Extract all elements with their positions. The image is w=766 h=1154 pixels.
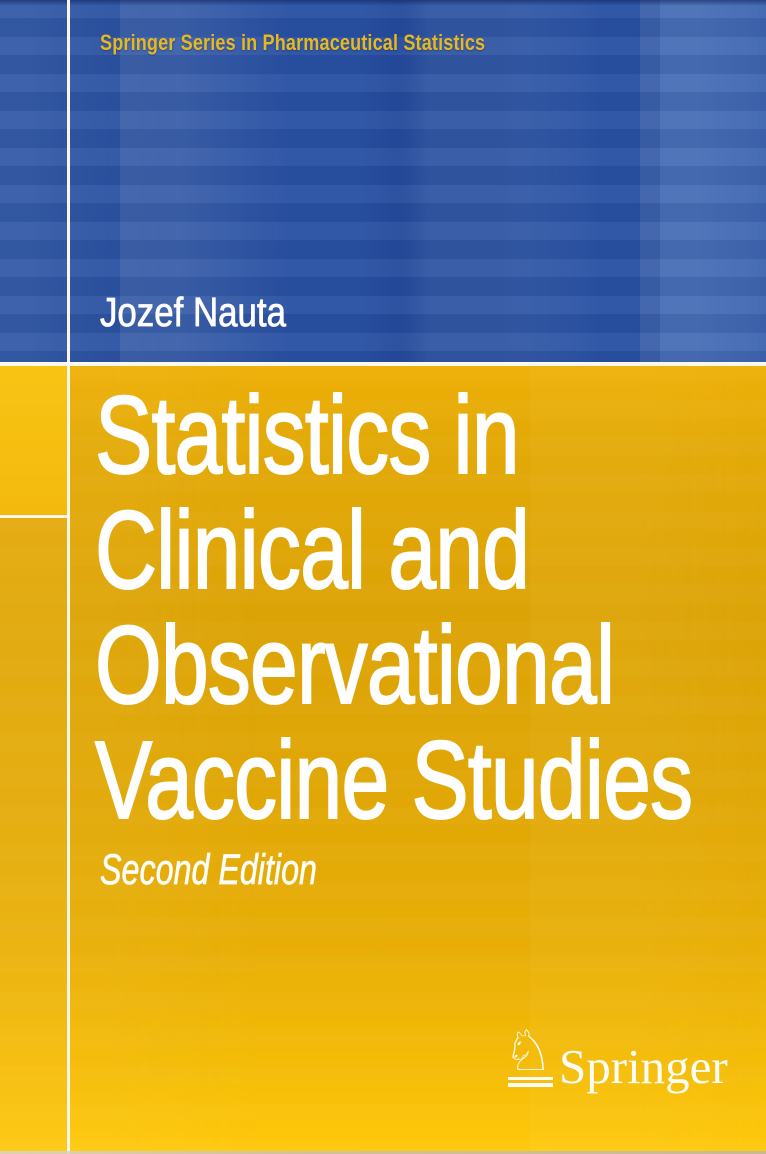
edition-label: Second Edition bbox=[100, 846, 317, 895]
sidebar-divider-line bbox=[0, 515, 70, 518]
vertical-divider-line bbox=[67, 0, 70, 1154]
book-title: Statistics in Clinical and Observational… bbox=[94, 374, 694, 842]
title-line-2: Clinical and bbox=[94, 489, 531, 612]
gold-texture-overlay bbox=[0, 363, 766, 1154]
title-panel bbox=[0, 363, 766, 1154]
title-line-4: Vaccine Studies bbox=[94, 719, 694, 842]
title-line-3: Observational bbox=[94, 604, 616, 727]
series-banner-panel bbox=[0, 0, 766, 363]
left-accent-strip-lower bbox=[0, 518, 67, 1154]
horizontal-divider-line bbox=[0, 362, 766, 366]
left-accent-square bbox=[0, 366, 67, 515]
cover-bottom-edge bbox=[0, 1151, 766, 1154]
title-line-1: Statistics in bbox=[94, 374, 520, 497]
series-title: Springer Series in Pharmaceutical Statis… bbox=[100, 30, 486, 55]
author-name: Jozef Nauta bbox=[100, 289, 287, 336]
